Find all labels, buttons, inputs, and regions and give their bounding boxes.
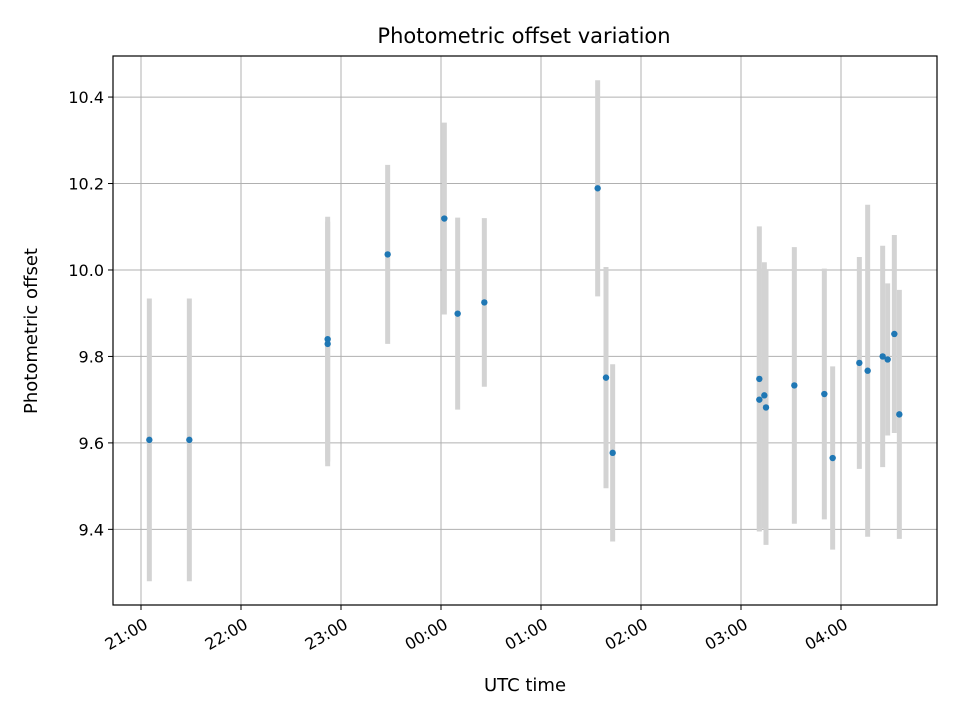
data-point — [761, 392, 768, 399]
x-axis-title: UTC time — [484, 675, 566, 696]
y-axis-title: Photometric offset — [21, 248, 42, 414]
data-point — [891, 330, 898, 338]
data-point — [481, 299, 488, 306]
x-tick-label: 21:00 — [102, 614, 151, 654]
data-point — [884, 356, 891, 363]
data-point — [856, 359, 863, 367]
x-tick-label: 01:00 — [502, 614, 551, 654]
data-point — [829, 454, 836, 462]
y-tick-label: 10.0 — [68, 261, 104, 280]
grid — [113, 56, 937, 605]
x-tick-label: 03:00 — [702, 614, 751, 654]
plot-frame — [112, 55, 938, 606]
data-point — [821, 390, 828, 398]
y-tick-label: 10.4 — [68, 88, 104, 107]
x-tick-label: 04:00 — [802, 614, 851, 654]
x-tick-label: 00:00 — [402, 614, 451, 654]
data-point — [879, 353, 886, 360]
x-tick-label: 02:00 — [602, 614, 651, 654]
data-point — [609, 449, 616, 457]
data-point — [454, 310, 461, 317]
x-tick-label: 22:00 — [202, 614, 251, 654]
chart-title: Photometric offset variation — [377, 24, 670, 48]
data-point — [602, 374, 610, 381]
data-points — [146, 185, 903, 462]
data-point — [864, 367, 871, 374]
y-tick-label: 9.8 — [79, 347, 104, 366]
data-point — [791, 382, 798, 389]
data-point — [756, 375, 763, 383]
data-point — [594, 185, 601, 192]
data-point — [441, 215, 448, 222]
data-point — [762, 404, 770, 411]
data-point — [896, 411, 903, 418]
error-bars — [146, 80, 902, 582]
y-tick-label: 10.2 — [68, 175, 104, 194]
data-point — [324, 340, 331, 348]
data-point — [186, 436, 193, 444]
data-point — [324, 335, 331, 343]
data-point — [384, 251, 391, 258]
y-tick-label: 9.4 — [79, 520, 104, 539]
x-tick-label: 23:00 — [302, 614, 351, 654]
y-tick-label: 9.6 — [79, 434, 104, 453]
data-point — [756, 396, 763, 403]
data-point — [146, 436, 153, 444]
